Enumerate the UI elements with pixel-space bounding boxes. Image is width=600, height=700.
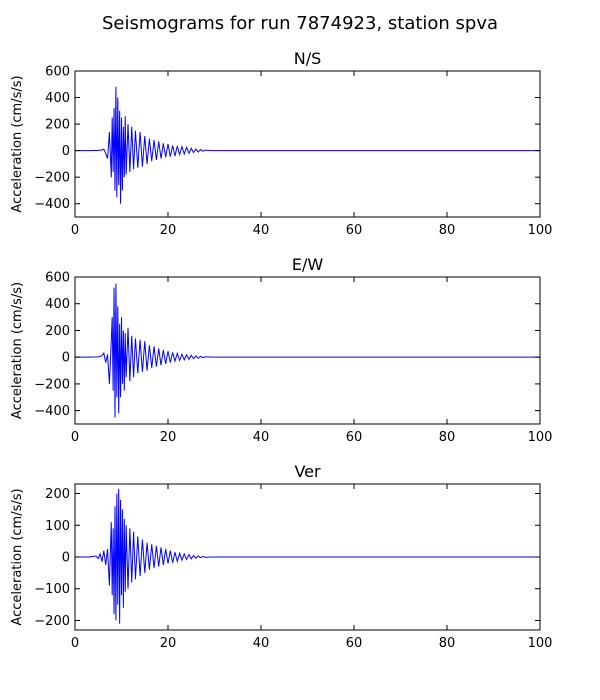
- axes-frame: [74, 70, 541, 218]
- y-tick-label: −200: [34, 377, 70, 392]
- subplot-2: E/W Acceleration (cm/s/s) 0 20 40 60 80 100 −400…: [10, 255, 552, 445]
- x-tick-label: 0: [71, 430, 79, 445]
- x-tick-label: 100: [528, 636, 553, 651]
- x-tick-label: 0: [71, 223, 79, 238]
- x-tick-label: 40: [253, 636, 270, 651]
- y-axis-label: Acceleration (cm/s/s): [10, 282, 25, 419]
- x-tick-label: 80: [439, 223, 456, 238]
- y-tick-label: −400: [34, 197, 70, 212]
- y-tick-label: 0: [62, 144, 70, 159]
- x-tick-label: 60: [346, 636, 363, 651]
- x-tick-label: 60: [346, 223, 363, 238]
- y-tick-label: −400: [34, 404, 70, 419]
- axes-frame: [74, 276, 541, 425]
- y-tick-label: −200: [34, 614, 70, 629]
- x-tick-label: 20: [160, 223, 177, 238]
- y-tick-label: −100: [34, 582, 70, 597]
- y-axis-label: Acceleration (cm/s/s): [10, 488, 25, 625]
- x-tick-label: 0: [71, 636, 79, 651]
- y-tick-label: 0: [62, 551, 70, 566]
- x-tick-label: 40: [253, 430, 270, 445]
- x-tick-label: 40: [253, 223, 270, 238]
- y-tick-label: 600: [45, 271, 70, 286]
- subplot-title: N/S: [294, 49, 322, 68]
- y-tick-label: 600: [45, 65, 70, 80]
- x-tick-label: 60: [346, 430, 363, 445]
- y-tick-label: 200: [45, 487, 70, 502]
- y-tick-label: 400: [45, 297, 70, 312]
- subplot-1: N/S Acceleration (cm/s/s) 0 20 40 60 80 100 −400…: [10, 49, 552, 238]
- x-tick-label: 20: [160, 636, 177, 651]
- series-line-1: [75, 86, 540, 204]
- y-axis-label: Acceleration (cm/s/s): [10, 75, 25, 212]
- y-tick-label: 400: [45, 91, 70, 106]
- y-tick-label: 100: [45, 519, 70, 534]
- x-tick-label: 20: [160, 430, 177, 445]
- series-line-1: [75, 283, 540, 418]
- series-line-1: [75, 488, 540, 624]
- figure-title: Seismograms for run 7874923, station spv…: [102, 13, 498, 34]
- x-tick-label: 100: [528, 430, 553, 445]
- y-tick-label: −200: [34, 171, 70, 186]
- subplot-3: Ver Acceleration (cm/s/s) 0 20 40 60 80 100 −200…: [10, 462, 552, 651]
- x-tick-label: 80: [439, 430, 456, 445]
- x-tick-label: 80: [439, 636, 456, 651]
- subplot-title: Ver: [294, 462, 321, 481]
- y-tick-label: 200: [45, 118, 70, 133]
- y-tick-label: 200: [45, 324, 70, 339]
- x-tick-label: 100: [528, 223, 553, 238]
- subplot-title: E/W: [292, 255, 324, 274]
- y-tick-label: 0: [62, 351, 70, 366]
